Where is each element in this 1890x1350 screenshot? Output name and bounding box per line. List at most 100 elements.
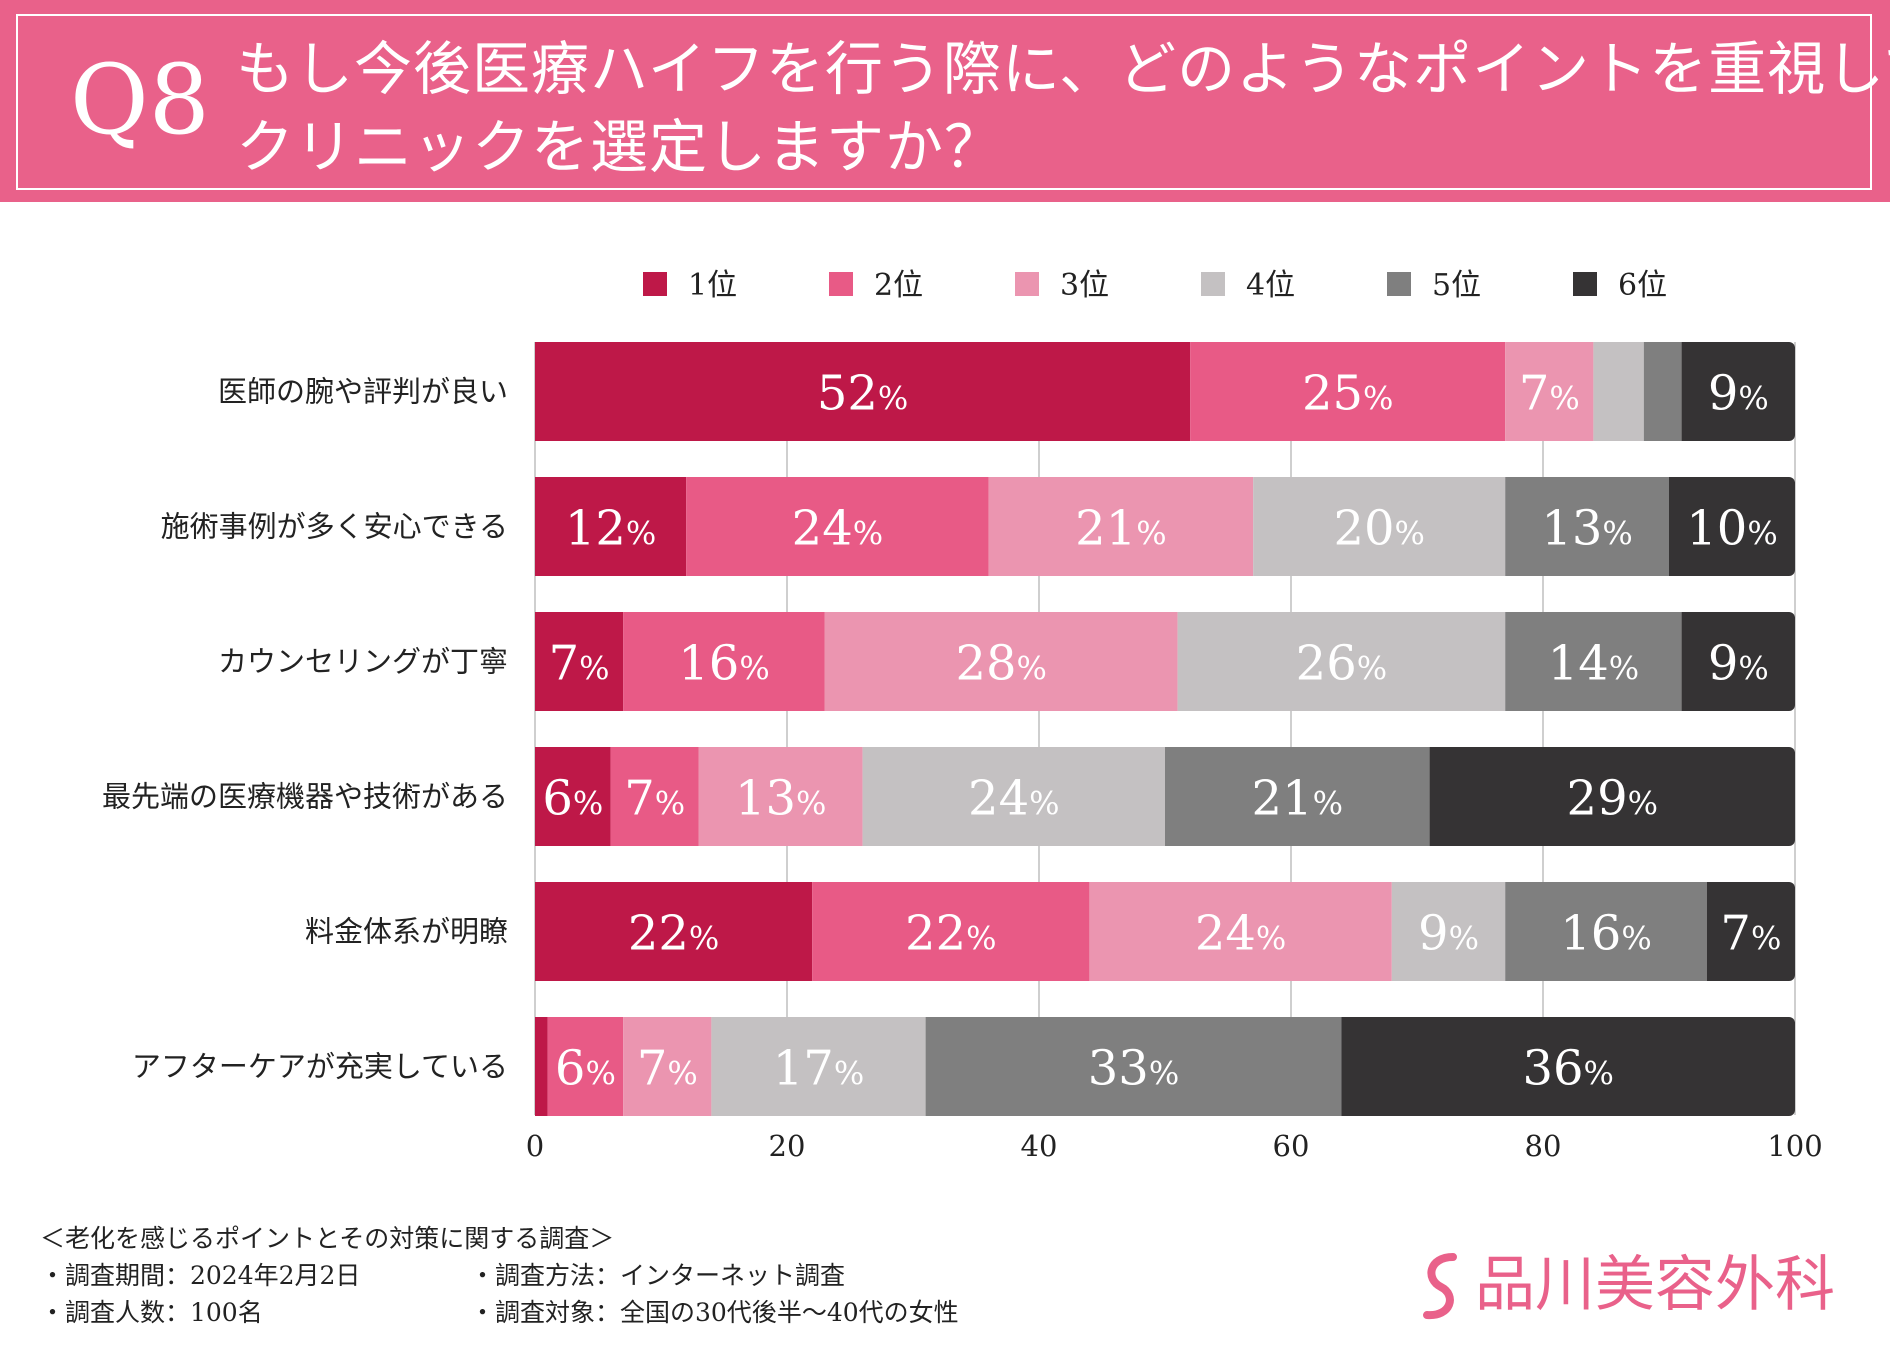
bar-segment-r1-rank2 [1190,342,1506,441]
header-banner: Q8 もし今後医療ハイフを行う際に、どのようなポイントを重視して クリニックを選… [0,0,1890,202]
bar-row-3 [535,612,1795,711]
survey-method: ・調査方法：インターネット調査 [470,1261,846,1290]
bar-segment-r6-rank4 [711,1017,926,1116]
bar-segment-r5-rank4 [1391,882,1506,981]
data-label-r5-rank5: 16% [1560,906,1651,962]
question-number: Q8 [70,44,210,156]
data-label-r3-rank4: 26% [1296,636,1387,692]
data-label-r1-rank6: 9% [1708,366,1769,422]
data-label-r3-rank2: 16% [678,636,769,692]
survey-period: ・調査期間：2024年2月2日 [40,1261,361,1290]
footer-row-1: ・調査期間：2024年2月2日 ・調査方法：インターネット調査 [40,1257,1040,1294]
data-label-r2-rank4: 20% [1333,501,1424,557]
bar-segment-r4-rank1 [535,747,611,846]
bar-segment-r3-rank5 [1505,612,1682,711]
category-label-4: 最先端の医療機器や技術がある [102,780,508,814]
data-label-r5-rank4: 9% [1418,906,1479,962]
x-tick-label-100: 100 [1767,1129,1822,1163]
bar-segment-r1-rank5 [1643,342,1682,441]
survey-count: ・調査人数：100名 [40,1298,263,1327]
bar-segment-r3-rank4 [1177,612,1506,711]
stacked-bar-chart: 1位 2位 3位 4位 5位 6位 52% 25% 7% 9% 12% 24% 21% 20% 13% 10… [102,268,1823,1163]
chart-legend: 1位 2位 3位 4位 5位 6位 [643,268,1667,303]
bar-segment-r6-rank2 [547,1017,624,1116]
bar-segment-r5-rank5 [1505,882,1707,981]
data-label-r2-rank1: 12% [565,501,656,557]
category-label-1: 医師の腕や評判が良い [218,375,508,409]
logo-text: 品川美容外科 [1475,1250,1835,1320]
bar-segment-r4-rank3 [698,747,863,846]
bar-segment-r6-rank1 [535,1017,548,1116]
x-tick-label-60: 60 [1273,1129,1310,1163]
footer-row-2: ・調査人数：100名 ・調査対象：全国の30代後半〜40代の女性 [40,1294,1040,1331]
bar-row-2 [535,477,1795,576]
data-label-r2-rank6: 10% [1686,501,1777,557]
bar-segment-r5-rank3 [1089,882,1392,981]
bar-segment-r6-rank6 [1341,1017,1795,1116]
data-label-r6-rank6: 36% [1522,1041,1613,1097]
bar-segment-r4-rank5 [1165,747,1430,846]
data-label-r6-rank3: 7% [637,1041,698,1097]
x-tick-label-20: 20 [769,1129,806,1163]
survey-footer: ＜老化を感じるポイントとその対策に関する調査＞ ・調査期間：2024年2月2日 … [40,1220,1040,1331]
data-label-r3-rank1: 7% [549,636,610,692]
legend-swatch-6 [1573,272,1597,296]
data-label-r4-rank6: 29% [1567,771,1658,827]
bar-segment-r4-rank2 [610,747,699,846]
legend-swatch-4 [1201,272,1225,296]
category-label-2: 施術事例が多く安心できる [161,510,508,544]
bar-segment-r2-rank6 [1669,477,1795,576]
data-label-r4-rank5: 21% [1252,771,1343,827]
bar-segment-r2-rank5 [1505,477,1669,576]
bar-segment-r3-rank1 [535,612,624,711]
legend-label-5: 5位 [1432,268,1481,303]
data-label-r4-rank4: 24% [968,771,1059,827]
data-label-r4-rank1: 6% [542,771,603,827]
data-label-r5-rank2: 22% [905,906,996,962]
data-label-r1-rank1: 52% [817,366,908,422]
data-label-r6-rank4: 17% [773,1041,864,1097]
data-label-r5-rank6: 7% [1720,906,1781,962]
bar-segment-r1-rank1 [535,342,1191,441]
legend-label-3: 3位 [1060,268,1109,303]
bar-row-1 [535,342,1795,441]
legend-swatch-5 [1387,272,1411,296]
survey-target: ・調査対象：全国の30代後半〜40代の女性 [470,1298,959,1327]
data-label-r6-rank5: 33% [1088,1041,1179,1097]
data-label-r2-rank2: 24% [792,501,883,557]
x-tick-label-0: 0 [526,1129,544,1163]
bar-segment-r6-rank3 [623,1017,712,1116]
category-label-6: アフターケアが充実している [132,1050,508,1084]
bar-segment-r5-rank2 [812,882,1090,981]
chart-gridlines [534,342,1796,1115]
bar-segment-r3-rank2 [623,612,825,711]
bar-segment-r5-rank6 [1706,882,1795,981]
category-label-3: カウンセリングが丁寧 [218,645,508,679]
legend-label-6: 6位 [1618,268,1667,303]
bar-segment-r1-rank6 [1681,342,1795,441]
x-tick-label-40: 40 [1021,1129,1058,1163]
question-title-line1: もし今後医療ハイフを行う際に、どのようなポイントを重視して [236,35,1890,103]
header-frame [16,14,1872,190]
legend-label-4: 4位 [1246,268,1295,303]
bar-segment-r1-rank4 [1593,342,1644,441]
bar-segment-r5-rank1 [535,882,813,981]
data-label-r2-rank3: 21% [1075,501,1166,557]
data-label-r6-rank2: 6% [555,1041,616,1097]
bar-row-4 [535,747,1795,846]
bar-row-6 [535,1017,1795,1116]
bar-segment-r4-rank6 [1429,747,1795,846]
logo-swirl-icon [1423,1253,1457,1320]
brand-logo: 品川美容外科 [1415,1245,1875,1325]
legend-label-1: 1位 [688,268,737,303]
bar-row-5 [535,882,1795,981]
bar-segment-r2-rank4 [1253,477,1506,576]
legend-swatch-2 [829,272,853,296]
bar-segment-r2-rank1 [535,477,687,576]
data-label-r2-rank5: 13% [1541,501,1632,557]
x-tick-label-80: 80 [1525,1129,1562,1163]
data-label-r5-rank3: 24% [1195,906,1286,962]
data-label-r3-rank6: 9% [1708,636,1769,692]
bar-segment-r1-rank3 [1505,342,1594,441]
bar-segment-r3-rank3 [824,612,1178,711]
